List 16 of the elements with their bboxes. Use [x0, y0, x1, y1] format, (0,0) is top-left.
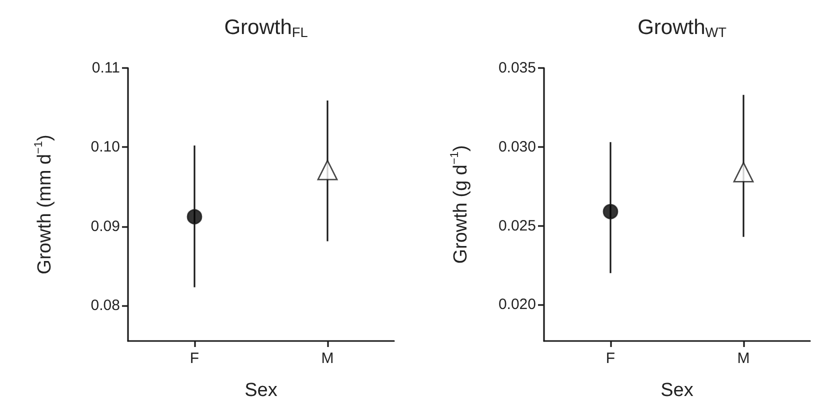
y-tick-label: 0.11: [92, 60, 120, 76]
y-tick-label: 0.08: [90, 296, 120, 314]
x-axis-title: Sex: [244, 380, 278, 401]
x-tick-label: M: [737, 350, 750, 367]
y-tick-label: 0.09: [90, 218, 120, 235]
y-tick-label: 0.10: [90, 138, 120, 156]
y-axis-title: Growth (g d−1): [449, 145, 472, 264]
y-tick-label: 0.020: [498, 296, 536, 314]
y-tick-label: 0.035: [498, 60, 536, 76]
y-tick-label: 0.030: [498, 138, 536, 156]
x-tick-label: M: [321, 350, 334, 367]
x-axis-title: Sex: [660, 380, 694, 401]
x-tick-label: F: [190, 350, 200, 367]
y-tick-label: 0.025: [498, 217, 536, 234]
y-axis-title: Growth (mm d−1): [33, 134, 56, 274]
x-tick-label: F: [606, 350, 616, 367]
